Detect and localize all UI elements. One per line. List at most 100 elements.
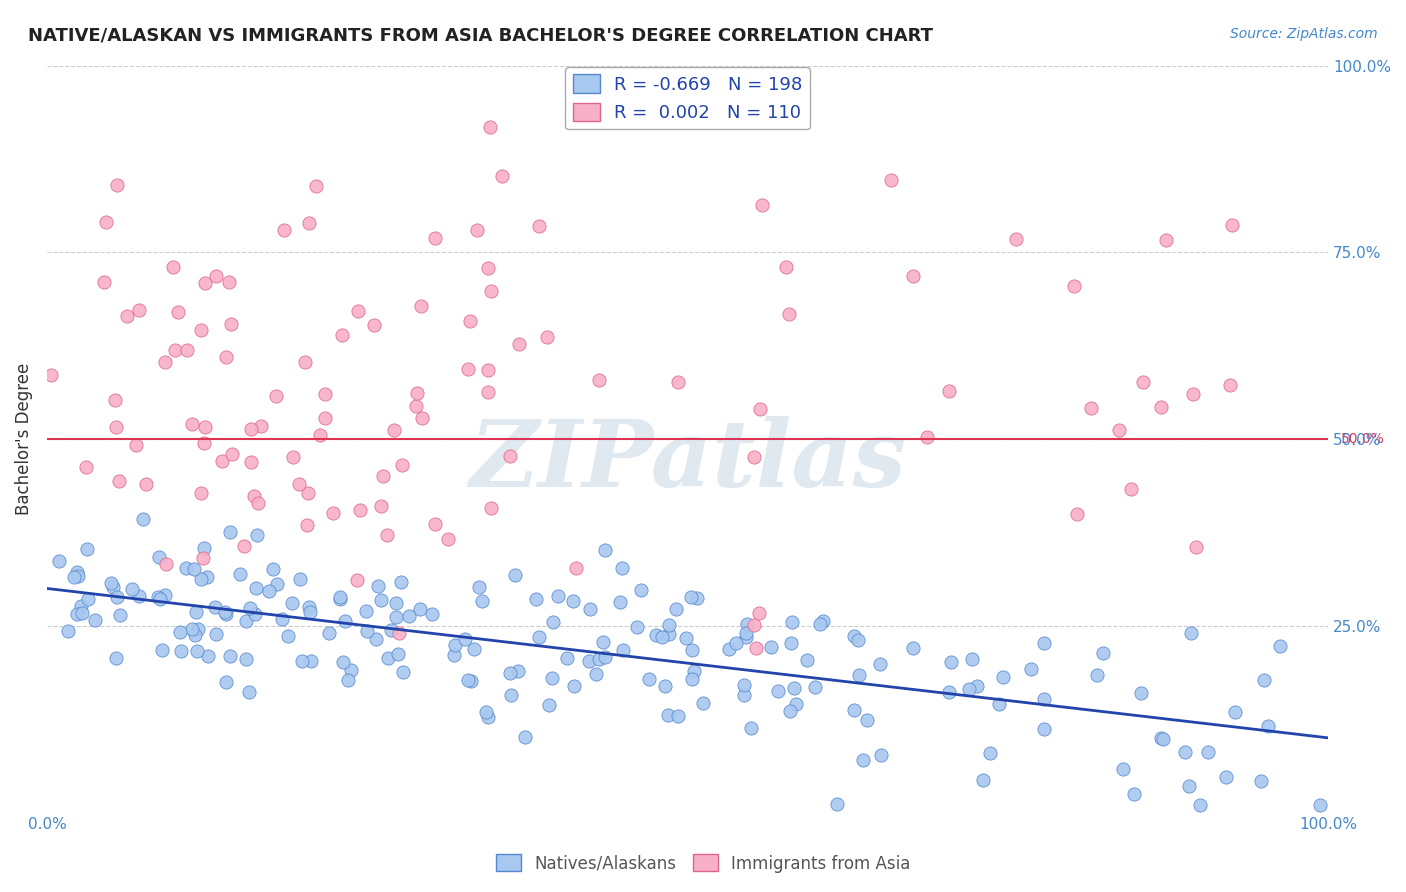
- Text: Source: ZipAtlas.com: Source: ZipAtlas.com: [1230, 27, 1378, 41]
- Point: [149, 591, 172, 606]
- Point: [347, 303, 370, 318]
- Point: [474, 706, 496, 720]
- Point: [391, 458, 413, 472]
- Point: [654, 679, 676, 693]
- Point: [194, 276, 217, 290]
- Point: [972, 773, 994, 788]
- Point: [748, 402, 770, 417]
- Point: [153, 355, 176, 369]
- Point: [167, 305, 190, 319]
- Point: [240, 455, 263, 469]
- Point: [1219, 377, 1241, 392]
- Point: [186, 644, 208, 658]
- Point: [479, 284, 502, 298]
- Point: [740, 721, 762, 735]
- Point: [593, 650, 616, 665]
- Point: [375, 528, 398, 542]
- Point: [287, 477, 309, 491]
- Point: [782, 615, 804, 629]
- Point: [966, 679, 988, 693]
- Point: [121, 582, 143, 597]
- Point: [297, 216, 319, 230]
- Point: [1122, 787, 1144, 801]
- Point: [406, 386, 429, 401]
- Point: [387, 647, 409, 661]
- Point: [70, 606, 93, 620]
- Point: [1150, 401, 1173, 415]
- Point: [218, 275, 240, 289]
- Point: [508, 664, 530, 678]
- Point: [314, 387, 336, 401]
- Point: [266, 577, 288, 591]
- Point: [329, 591, 352, 606]
- Point: [132, 512, 155, 526]
- Point: [852, 753, 875, 767]
- Point: [939, 655, 962, 669]
- Point: [938, 384, 960, 399]
- Point: [1189, 798, 1212, 813]
- Point: [239, 422, 262, 436]
- Point: [508, 336, 530, 351]
- Point: [297, 599, 319, 614]
- Point: [478, 120, 501, 135]
- Point: [425, 231, 447, 245]
- Point: [1215, 770, 1237, 784]
- Point: [221, 447, 243, 461]
- Point: [991, 670, 1014, 684]
- Point: [194, 419, 217, 434]
- Point: [148, 550, 170, 565]
- Point: [190, 323, 212, 337]
- Point: [1066, 507, 1088, 521]
- Point: [813, 615, 835, 629]
- Point: [385, 596, 408, 610]
- Point: [392, 665, 415, 679]
- Point: [1182, 387, 1205, 401]
- Point: [1004, 232, 1026, 246]
- Point: [299, 654, 322, 668]
- Point: [1257, 719, 1279, 733]
- Point: [783, 681, 806, 695]
- Point: [219, 524, 242, 539]
- Point: [588, 652, 610, 666]
- Point: [77, 592, 100, 607]
- Point: [479, 500, 502, 515]
- Point: [195, 569, 218, 583]
- Point: [385, 610, 408, 624]
- Point: [271, 612, 294, 626]
- Point: [1080, 401, 1102, 416]
- Point: [328, 590, 350, 604]
- Point: [1268, 639, 1291, 653]
- Point: [193, 541, 215, 555]
- Point: [665, 601, 688, 615]
- Point: [388, 625, 411, 640]
- Point: [76, 542, 98, 557]
- Point: [1032, 691, 1054, 706]
- Point: [370, 592, 392, 607]
- Point: [153, 588, 176, 602]
- Point: [105, 591, 128, 605]
- Point: [105, 178, 128, 193]
- Point: [422, 607, 444, 622]
- Point: [555, 651, 578, 665]
- Point: [245, 607, 267, 621]
- Point: [957, 682, 980, 697]
- Point: [751, 197, 773, 211]
- Point: [498, 450, 520, 464]
- Point: [356, 604, 378, 618]
- Point: [718, 642, 741, 657]
- Point: [477, 384, 499, 399]
- Text: 50.0%: 50.0%: [1341, 432, 1385, 446]
- Point: [1197, 745, 1219, 759]
- Point: [336, 673, 359, 688]
- Point: [41, 368, 63, 383]
- Point: [465, 223, 488, 237]
- Point: [1185, 540, 1208, 554]
- Point: [281, 450, 304, 464]
- Point: [314, 411, 336, 425]
- Point: [842, 629, 865, 643]
- Point: [901, 641, 924, 656]
- Point: [1112, 762, 1135, 776]
- Point: [187, 622, 209, 636]
- Point: [869, 657, 891, 671]
- Point: [436, 532, 458, 546]
